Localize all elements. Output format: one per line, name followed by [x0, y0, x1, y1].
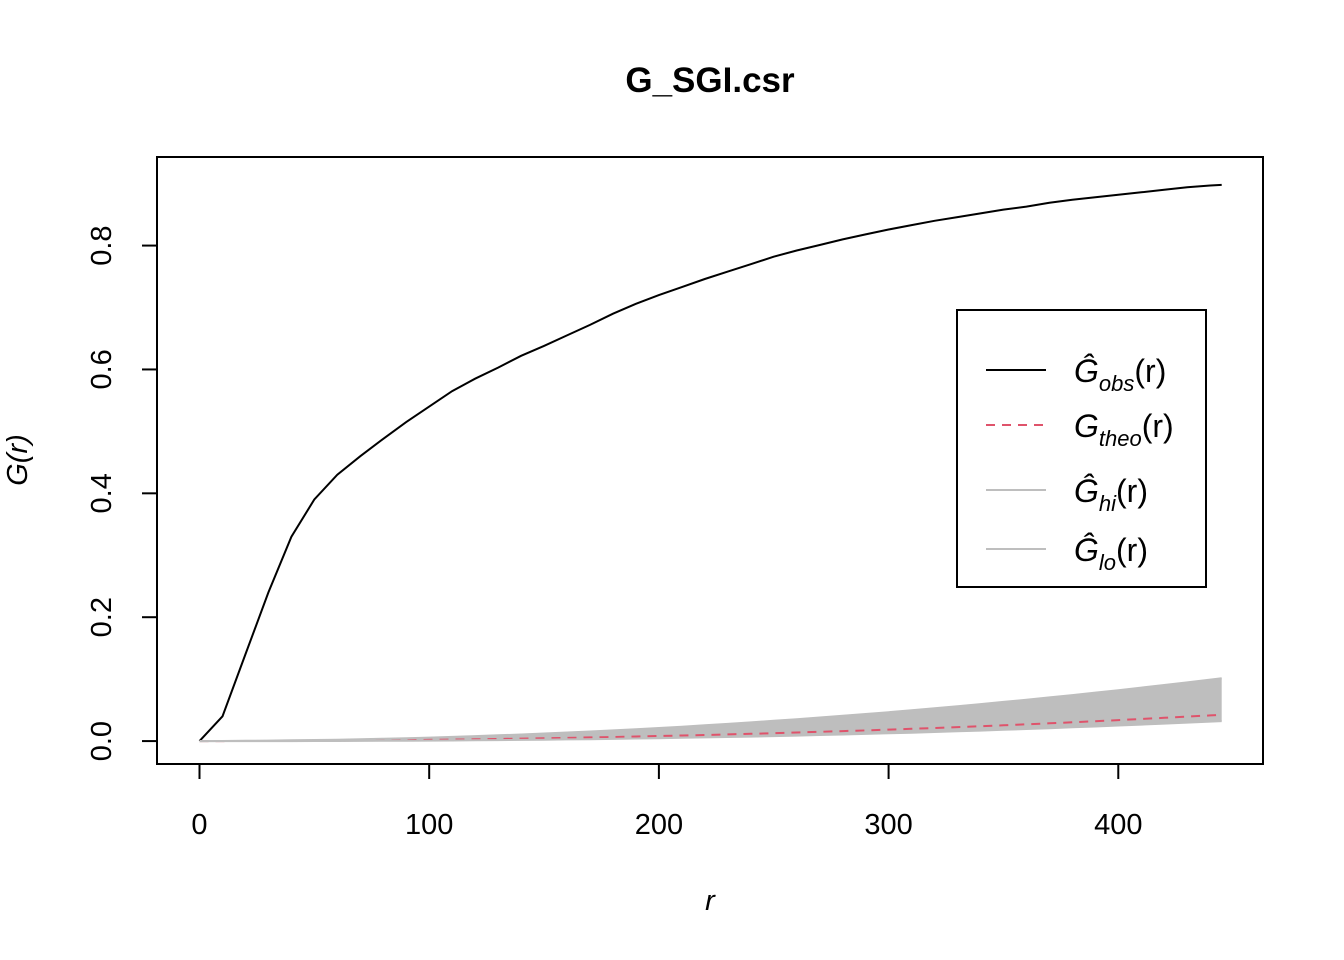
series-line-theo	[199, 713, 1222, 743]
legend-label-theo: Gtheo(r)	[1074, 408, 1174, 451]
legend-label-hi: Ĝhi(r)	[1074, 473, 1148, 516]
legend-label-lo: Ĝlo(r)	[1074, 532, 1148, 575]
series-line-hi	[199, 677, 1222, 743]
envelope-area	[199, 678, 1222, 742]
series-line-lo	[199, 720, 1222, 743]
series-group	[198, 183, 1222, 743]
y-tick-label: 0.8	[86, 225, 118, 265]
x-tick-label: 200	[635, 809, 683, 841]
y-tick-label: 0.6	[86, 349, 118, 389]
x-tick-label: 100	[405, 809, 453, 841]
x-tick-label: 400	[1094, 809, 1142, 841]
x-axis: 0 100 200 300 400	[191, 763, 1142, 841]
x-axis-label: r	[705, 885, 716, 917]
y-tick-label: 0.4	[86, 473, 118, 513]
y-axis-label: G(r)	[2, 434, 34, 486]
x-tick-label: 300	[864, 809, 912, 841]
legend: Ĝobs(r) Gtheo(r) Ĝhi(r) Ĝlo(r)	[956, 309, 1207, 588]
x-tick-label: 0	[191, 809, 207, 841]
y-tick-label: 0.0	[86, 721, 118, 761]
envelope-band	[199, 678, 1222, 742]
legend-box	[956, 309, 1207, 588]
series-line-obs	[198, 183, 1222, 742]
y-tick-label: 0.2	[86, 597, 118, 637]
chart-title: G_SGI.csr	[625, 61, 795, 100]
legend-label-obs: Ĝobs(r)	[1074, 353, 1166, 396]
y-axis: 0.0 0.2 0.4 0.6 0.8	[86, 225, 158, 761]
